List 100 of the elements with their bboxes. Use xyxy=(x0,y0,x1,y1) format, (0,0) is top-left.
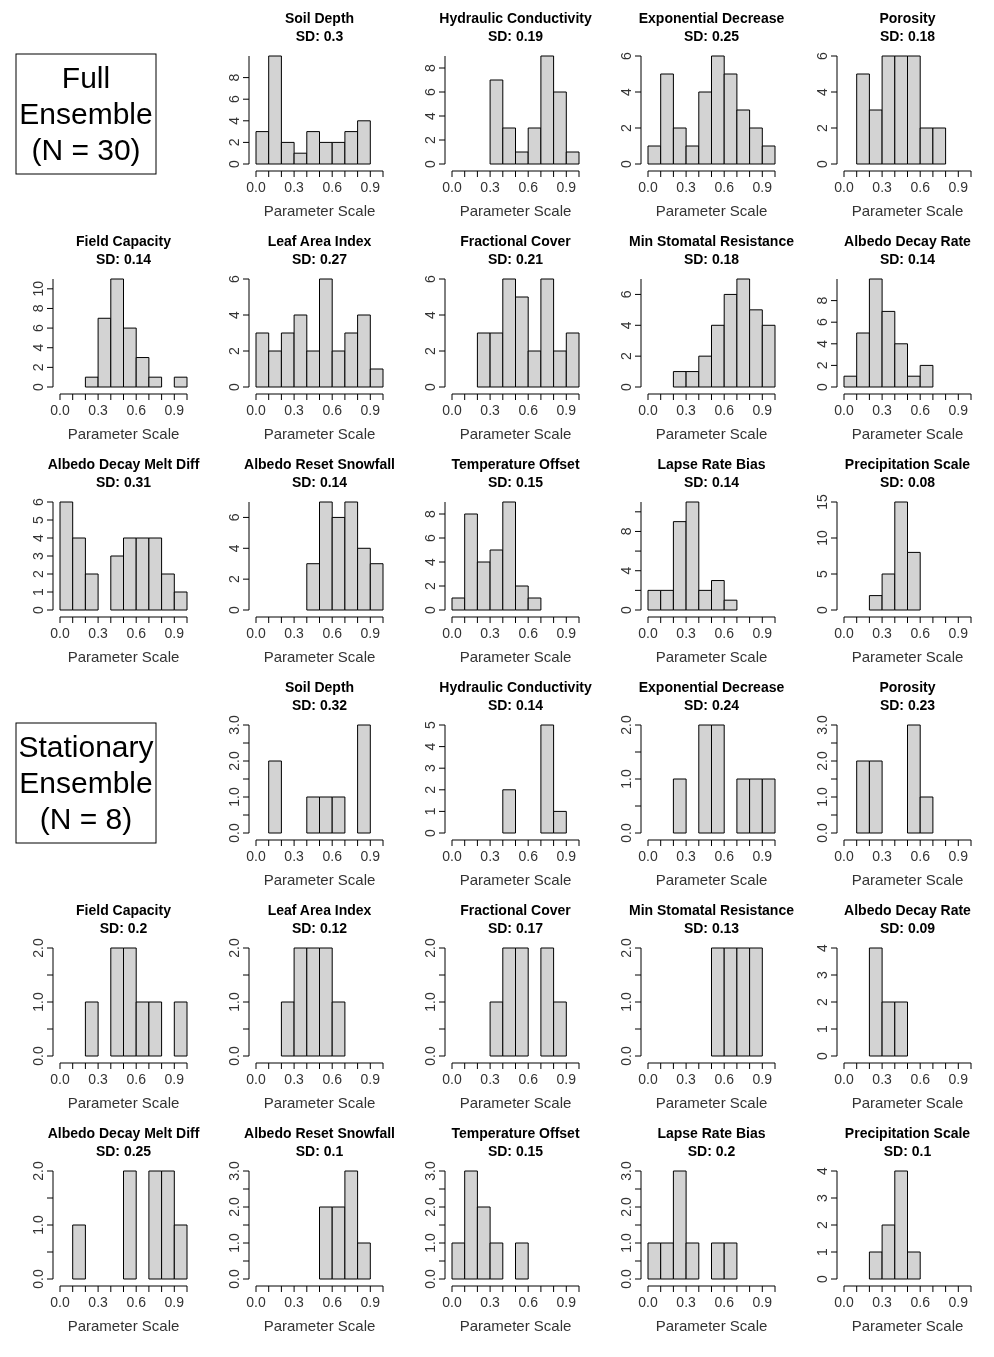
chart-title: Leaf Area Index xyxy=(267,233,372,249)
y-tick-label: 1 xyxy=(814,1247,830,1256)
x-tick-label: 0.6 xyxy=(910,625,931,641)
y-tick-label: 1.0 xyxy=(422,992,438,1012)
y-tick-label: 0 xyxy=(422,828,438,837)
x-tick-label: 0.6 xyxy=(322,625,343,641)
chart-subtitle: SD: 0.19 xyxy=(487,28,544,44)
y-tick-label: 0 xyxy=(226,159,242,168)
x-tick-label: 0.6 xyxy=(910,1294,931,1310)
x-tick-label: 0.9 xyxy=(164,625,185,641)
y-tick-label: 1 xyxy=(422,807,438,816)
y-tick-label: 6 xyxy=(422,533,438,542)
chart-subtitle: SD: 0.18 xyxy=(879,28,936,44)
x-tick-label: 0.9 xyxy=(556,1071,577,1087)
x-axis-title: Parameter Scale xyxy=(459,425,572,442)
x-tick-label: 0.0 xyxy=(50,625,70,641)
y-tick-label: 0.0 xyxy=(30,1046,46,1066)
y-tick-label: 4 xyxy=(30,343,46,352)
x-tick-label: 0.0 xyxy=(50,1294,70,1310)
chart-title: Min Stomatal Resistance xyxy=(629,233,795,249)
x-tick-label: 0.6 xyxy=(518,179,539,195)
x-tick-label: 0.6 xyxy=(518,848,539,864)
chart-subtitle: SD: 0.08 xyxy=(879,474,936,490)
y-tick-label: 2 xyxy=(814,361,830,370)
chart-title: Exponential Decrease xyxy=(638,679,785,695)
chart-title: Fractional Cover xyxy=(460,233,572,249)
y-tick-label: 0 xyxy=(618,605,634,614)
y-tick-label: 0.0 xyxy=(422,1046,438,1066)
chart-title: Albedo Decay Rate xyxy=(844,902,972,918)
y-tick-label: 4 xyxy=(814,87,830,96)
chart-title: Leaf Area Index xyxy=(267,902,372,918)
x-tick-label: 0.9 xyxy=(948,625,969,641)
y-tick-label: 2 xyxy=(422,581,438,590)
x-tick-label: 0.9 xyxy=(752,402,773,418)
chart-title: Hydraulic Conductivity xyxy=(439,10,592,26)
y-tick-label: 6 xyxy=(618,290,634,299)
chart-title: Temperature Offset xyxy=(451,1125,580,1141)
x-tick-label: 0.6 xyxy=(322,402,343,418)
y-tick-label: 8 xyxy=(30,304,46,313)
chart-title: Precipitation Scale xyxy=(844,1125,971,1141)
y-tick-label: 2 xyxy=(618,352,634,361)
x-axis-title: Parameter Scale xyxy=(459,202,572,219)
chart-subtitle: SD: 0.2 xyxy=(687,1143,736,1159)
x-tick-label: 0.3 xyxy=(284,402,305,418)
x-tick-label: 0.3 xyxy=(872,848,893,864)
chart-title: Fractional Cover xyxy=(460,902,572,918)
x-tick-label: 0.9 xyxy=(360,402,381,418)
x-tick-label: 0.9 xyxy=(556,848,577,864)
x-tick-label: 0.3 xyxy=(284,625,305,641)
x-axis-title: Parameter Scale xyxy=(655,425,768,442)
x-tick-label: 0.9 xyxy=(948,848,969,864)
chart-subtitle: SD: 0.27 xyxy=(291,251,348,267)
x-tick-label: 0.3 xyxy=(872,625,893,641)
x-tick-label: 0.6 xyxy=(322,1294,343,1310)
chart-title: Albedo Decay Melt Diff xyxy=(47,456,200,472)
x-tick-label: 0.0 xyxy=(638,1294,658,1310)
y-tick-label: 6 xyxy=(422,87,438,96)
chart-subtitle: SD: 0.1 xyxy=(295,1143,344,1159)
y-tick-label: 2.0 xyxy=(422,938,438,958)
x-tick-label: 0.3 xyxy=(284,179,305,195)
x-axis-title: Parameter Scale xyxy=(263,202,376,219)
y-tick-label: 2.0 xyxy=(618,1197,634,1217)
x-tick-label: 0.0 xyxy=(638,179,658,195)
y-tick-label: 2 xyxy=(226,346,242,355)
y-tick-label: 2 xyxy=(422,346,438,355)
y-tick-label: 3.0 xyxy=(226,1161,242,1181)
chart-subtitle: SD: 0.31 xyxy=(95,474,152,490)
chart-subtitle: SD: 0.14 xyxy=(291,474,348,490)
chart-title: Porosity xyxy=(879,10,936,26)
y-tick-label: 4 xyxy=(30,533,46,542)
chart-subtitle: SD: 0.18 xyxy=(683,251,740,267)
x-tick-label: 0.3 xyxy=(284,848,305,864)
x-axis-title: Parameter Scale xyxy=(263,648,376,665)
y-tick-label: 0 xyxy=(814,382,830,391)
x-axis-title: Parameter Scale xyxy=(851,425,964,442)
x-tick-label: 0.9 xyxy=(164,402,185,418)
x-axis-title: Parameter Scale xyxy=(67,425,180,442)
y-tick-label: 2 xyxy=(226,575,242,584)
x-tick-label: 0.0 xyxy=(246,625,266,641)
x-axis-title: Parameter Scale xyxy=(263,1094,376,1111)
chart-title: Temperature Offset xyxy=(451,456,580,472)
x-tick-label: 0.9 xyxy=(752,179,773,195)
x-tick-label: 0.3 xyxy=(676,179,697,195)
x-tick-label: 0.3 xyxy=(88,402,109,418)
y-tick-label: 2 xyxy=(814,997,830,1006)
x-tick-label: 0.0 xyxy=(442,848,462,864)
x-tick-label: 0.3 xyxy=(872,402,893,418)
x-axis-title: Parameter Scale xyxy=(655,202,768,219)
x-tick-label: 0.9 xyxy=(948,402,969,418)
y-tick-label: 1.0 xyxy=(226,1233,242,1253)
x-tick-label: 0.6 xyxy=(518,402,539,418)
x-tick-label: 0.3 xyxy=(872,179,893,195)
text: Stationary xyxy=(18,730,154,763)
x-axis-title: Parameter Scale xyxy=(459,648,572,665)
y-tick-label: 6 xyxy=(814,318,830,327)
y-tick-label: 1 xyxy=(814,1024,830,1033)
x-tick-label: 0.0 xyxy=(50,1071,70,1087)
x-axis-title: Parameter Scale xyxy=(851,1094,964,1111)
x-tick-label: 0.3 xyxy=(480,179,501,195)
y-tick-label: 8 xyxy=(226,73,242,82)
